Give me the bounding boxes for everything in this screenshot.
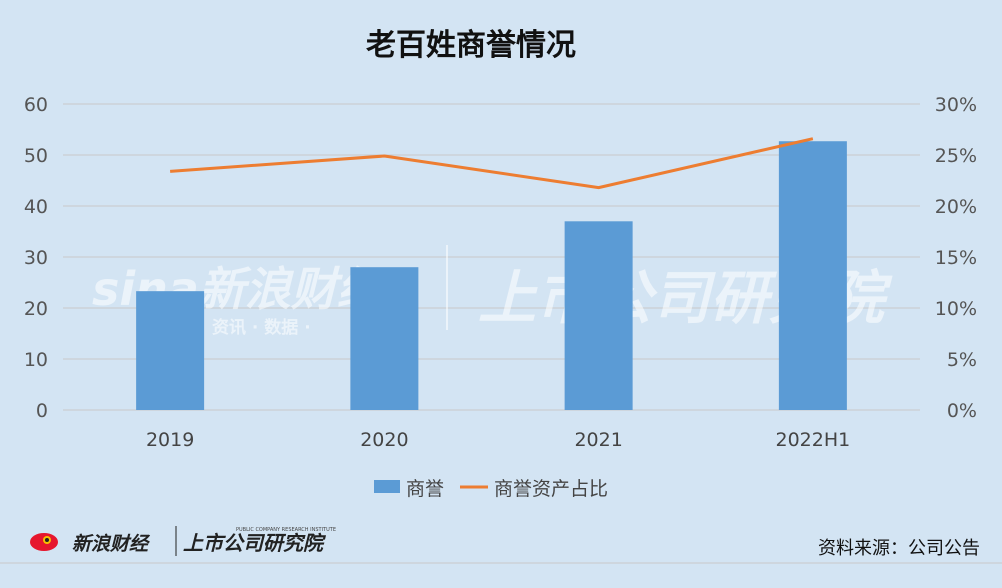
bar-2019 [136, 291, 205, 410]
y-right-tick-label: 0% [947, 400, 977, 422]
y-right-tick-label: 20% [935, 196, 977, 218]
sina-eye-icon [30, 533, 58, 551]
y-right-tick-label: 25% [935, 145, 977, 167]
footer-logo-brand: 新浪财经 [72, 533, 151, 555]
y-left-tick-label: 50 [24, 145, 48, 167]
x-tick-label: 2022H1 [776, 429, 851, 451]
line-share [170, 137, 814, 190]
y-left-tick-label: 10 [24, 349, 48, 371]
y-left-tick-label: 20 [24, 298, 48, 320]
x-axis: 2019 2020 2021 2022H1 [146, 429, 850, 451]
legend-bar-swatch [374, 480, 400, 493]
y-axis-right: 0% 5% 10% 15% 20% 25% 30% [935, 94, 977, 422]
y-left-tick-label: 0 [36, 400, 48, 422]
y-left-tick-label: 30 [24, 247, 48, 269]
line-series [170, 137, 814, 190]
y-axis-left: 0 10 20 30 40 50 60 [24, 94, 48, 422]
y-right-tick-label: 30% [935, 94, 977, 116]
legend-bar-label: 商誉 [406, 478, 444, 500]
gridlines [63, 103, 920, 411]
bar-2022H1 [778, 141, 847, 411]
bar-series [136, 141, 847, 411]
footer-logo-institute: 上市公司研究院 [183, 531, 327, 555]
watermark-sub: 资讯 · 数据 · [212, 317, 311, 338]
y-left-tick-label: 60 [24, 94, 48, 116]
y-right-tick-label: 10% [935, 298, 977, 320]
chart-title: 老百姓商誉情况 [366, 28, 576, 63]
y-left-tick-label: 40 [24, 196, 48, 218]
legend: 商誉 商誉资产占比 [374, 478, 608, 500]
source-note: 资料来源：公司公告 [818, 538, 980, 559]
y-right-tick-label: 5% [947, 349, 977, 371]
footer-logo: 新浪财经 上市公司研究院 PUBLIC COMPANY RESEARCH INS… [30, 526, 336, 556]
x-tick-label: 2021 [574, 429, 622, 451]
y-right-tick-label: 15% [935, 247, 977, 269]
x-tick-label: 2020 [360, 429, 408, 451]
bar-2021 [564, 221, 633, 410]
x-tick-label: 2019 [146, 429, 194, 451]
bar-2020 [350, 267, 419, 410]
legend-line-label: 商誉资产占比 [494, 478, 608, 500]
footer-logo-institute-en: PUBLIC COMPANY RESEARCH INSTITUTE [236, 527, 336, 533]
watermark: sina新浪财经 资讯 · 数据 · 上市公司研究院 [92, 245, 893, 338]
